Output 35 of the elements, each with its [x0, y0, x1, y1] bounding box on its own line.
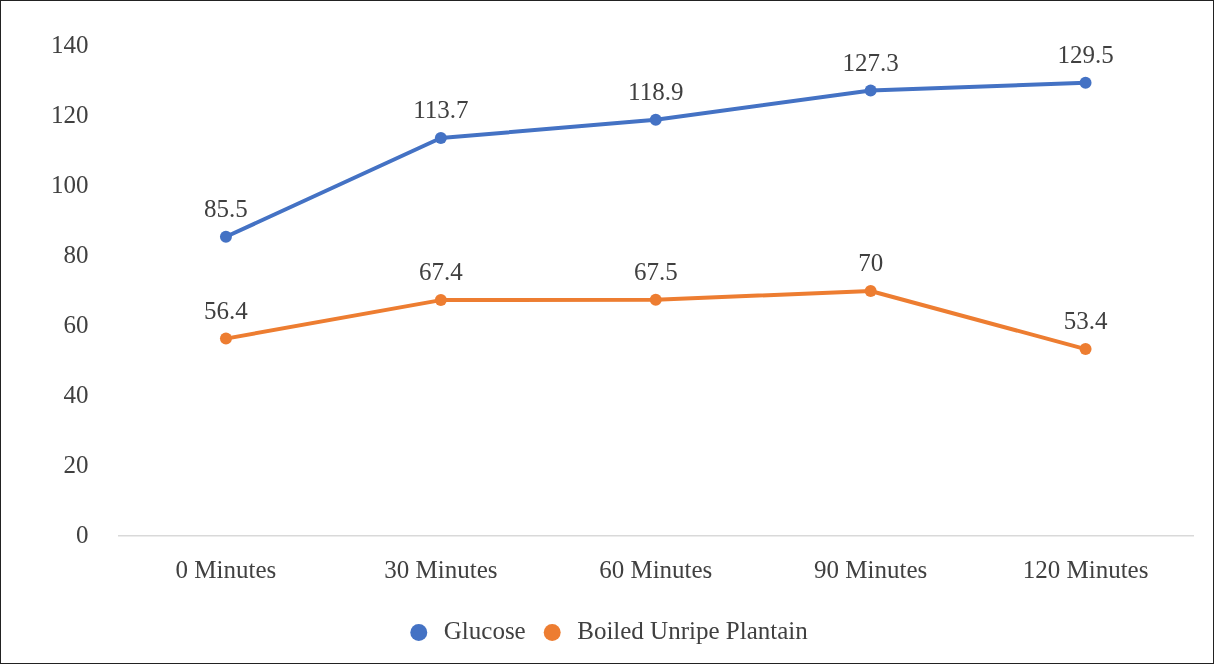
data-label: 85.5 [204, 194, 248, 222]
y-tick-label: 100 [51, 170, 89, 198]
legend-label: Boiled Unripe Plantain [577, 617, 809, 645]
x-tick-label: 0 Minutes [175, 555, 277, 583]
data-label: 118.9 [628, 77, 684, 105]
point [1079, 343, 1092, 356]
point [649, 293, 662, 306]
point [864, 285, 877, 297]
x-tick-label: 60 Minutes [599, 555, 713, 583]
y-tick-label: 80 [63, 240, 89, 268]
data-label: 127.3 [842, 48, 899, 76]
y-tick-label: 0 [76, 520, 89, 548]
data-label: 53.4 [1063, 307, 1108, 335]
x-tick-label: 90 Minutes [814, 555, 928, 583]
data-label: 129.5 [1057, 40, 1114, 68]
point [434, 294, 447, 307]
data-label: 113.7 [413, 96, 469, 124]
x-tick-label: 30 Minutes [384, 555, 498, 583]
point [649, 113, 662, 126]
data-label: 67.4 [418, 258, 464, 286]
y-tick-label: 140 [51, 30, 89, 58]
point [434, 132, 447, 145]
point [864, 84, 877, 97]
point [219, 332, 232, 345]
y-tick-label: 40 [63, 380, 89, 408]
data-label: 56.4 [204, 296, 249, 324]
data-label: 70 [858, 249, 884, 277]
data-label: 67.5 [633, 257, 678, 285]
point [1079, 76, 1092, 89]
x-tick-label: 120 Minutes [1022, 555, 1149, 583]
y-tick-label: 120 [51, 100, 89, 128]
legend-label: Glucose [443, 617, 526, 645]
point [219, 230, 232, 243]
y-tick-label: 20 [63, 450, 89, 478]
y-tick-label: 60 [63, 310, 89, 338]
